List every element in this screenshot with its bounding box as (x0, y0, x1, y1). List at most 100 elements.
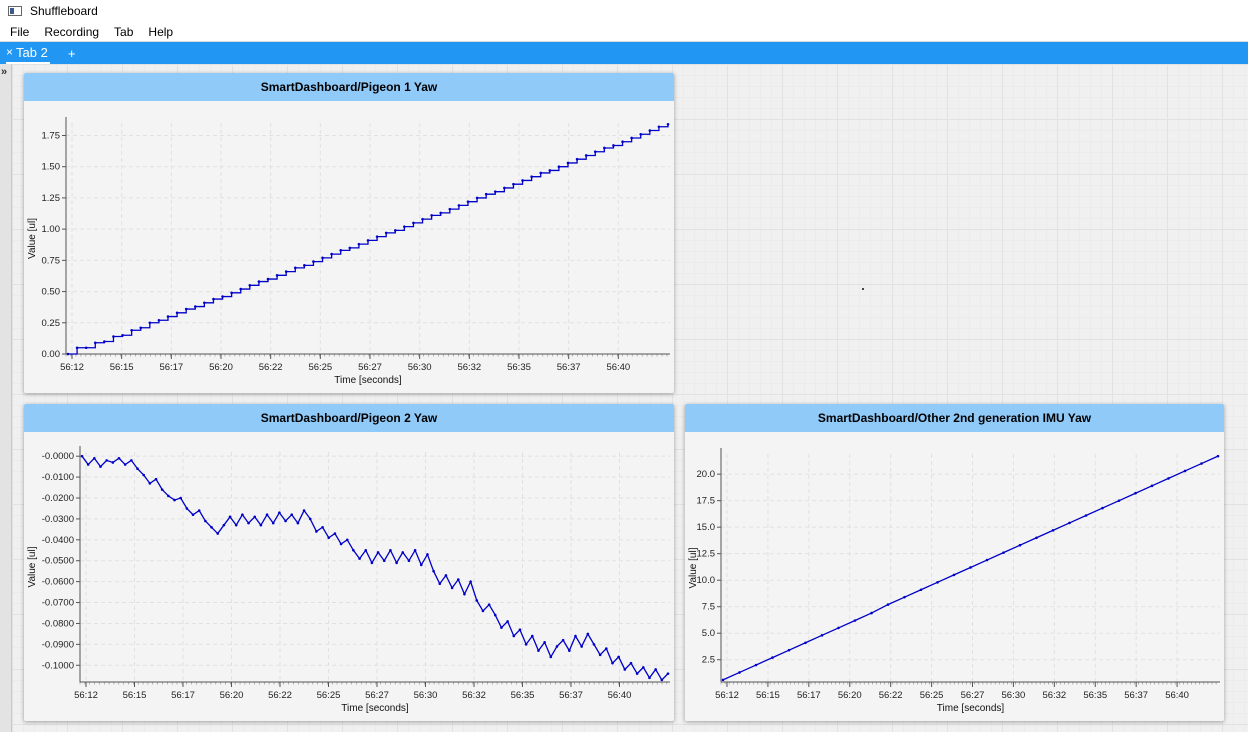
data-point (278, 511, 281, 514)
data-point (130, 328, 133, 332)
data-point (487, 603, 491, 606)
data-point (370, 561, 374, 565)
data-point (1101, 506, 1104, 510)
series-line (68, 124, 669, 355)
x-tick-label: 56:32 (462, 690, 486, 701)
data-point (1117, 499, 1121, 502)
x-tick-label: 56:32 (457, 362, 481, 373)
data-point (290, 513, 294, 517)
data-point (493, 613, 497, 617)
tab-bar: × Tab 2 + (0, 42, 1248, 64)
data-point (438, 582, 442, 586)
data-point (239, 287, 243, 291)
y-tick-label: 17.5 (697, 496, 716, 507)
widget-pigeon-1-yaw[interactable]: SmartDashboard/Pigeon 1 Yaw 0.00 0.25 0.50… (24, 73, 674, 393)
data-point (738, 671, 741, 674)
data-point (1134, 491, 1137, 495)
menu-file[interactable]: File (10, 24, 30, 39)
data-point (561, 638, 565, 642)
data-point (623, 668, 627, 671)
data-point (430, 214, 433, 217)
data-point (463, 592, 466, 596)
chart-imu-yaw: 2.5 5.0 7.5 10.0 12.5 15.0 17.5 20.0 56:12 56:15 5… (688, 448, 1220, 714)
y-tick-label: -0.1000 (42, 660, 74, 671)
data-point (612, 144, 615, 147)
data-point (592, 643, 596, 646)
data-point (853, 619, 857, 622)
data-point (584, 154, 588, 157)
data-point (103, 340, 106, 343)
data-point (603, 146, 606, 150)
x-tick-label: 56:30 (1002, 690, 1026, 701)
data-point (660, 678, 664, 682)
data-point (936, 581, 939, 584)
data-point (580, 645, 583, 648)
data-point (191, 513, 195, 517)
data-point (639, 132, 643, 136)
window-titlebar: Shuffleboard (0, 0, 1248, 22)
data-point (548, 169, 552, 172)
data-point (401, 551, 405, 554)
sidebar: » (0, 64, 12, 732)
data-point (80, 454, 84, 458)
y-tick-label: 7.5 (702, 602, 715, 613)
data-point (271, 521, 275, 525)
data-point (629, 661, 633, 665)
data-point (148, 321, 152, 325)
chart-pigeon-1-yaw: 0.00 0.25 0.50 0.75 1.00 1.25 1.50 1.75 56:12 56:… (27, 117, 670, 386)
menu-bar: File Recording Tab Help (0, 22, 1248, 42)
data-point (804, 641, 807, 645)
data-point (357, 242, 361, 246)
widget-pigeon-2-yaw[interactable]: SmartDashboard/Pigeon 2 Yaw -0.0000 -0.01… (24, 404, 674, 721)
data-point (481, 609, 485, 613)
expand-sidebar-icon[interactable]: » (1, 66, 8, 78)
tab-label[interactable]: Tab 2 (16, 44, 48, 60)
widget-title[interactable]: SmartDashboard/Pigeon 2 Yaw (24, 404, 674, 432)
data-point (654, 668, 657, 671)
data-point (506, 620, 509, 623)
y-tick-label: -0.0400 (42, 535, 74, 546)
x-tick-label: 56:12 (60, 362, 84, 373)
data-point (204, 519, 207, 523)
data-point (308, 517, 312, 521)
data-point (952, 573, 956, 577)
widget-title[interactable]: SmartDashboard/Pigeon 1 Yaw (24, 73, 674, 101)
menu-recording[interactable]: Recording (44, 24, 100, 39)
x-tick-label: 56:17 (797, 690, 821, 701)
data-point (247, 521, 250, 525)
data-point (139, 326, 143, 330)
data-point (1183, 469, 1187, 473)
data-point (293, 266, 297, 270)
menu-help[interactable]: Help (148, 24, 174, 39)
data-point (530, 634, 534, 638)
data-point (450, 586, 454, 590)
close-icon[interactable]: × (6, 45, 14, 59)
data-point (412, 221, 415, 225)
data-point (321, 256, 324, 260)
tab-2[interactable]: × Tab 2 (6, 42, 50, 64)
y-axis-label: Value [ul] (688, 547, 699, 588)
data-point (222, 523, 226, 527)
data-point (185, 507, 189, 510)
data-point (475, 599, 479, 602)
data-point (448, 207, 452, 211)
x-tick-label: 56:40 (608, 690, 632, 701)
add-tab-button[interactable]: + (67, 45, 76, 61)
data-point (358, 557, 361, 560)
data-point (327, 536, 331, 540)
data-point (500, 626, 503, 629)
x-tick-label: 56:37 (557, 362, 581, 373)
data-point (352, 548, 355, 552)
menu-tab[interactable]: Tab (114, 24, 134, 39)
widget-title[interactable]: SmartDashboard/Other 2nd generation IMU … (685, 404, 1224, 432)
data-point (157, 318, 161, 322)
data-point (657, 125, 661, 129)
data-point (395, 561, 398, 565)
x-tick-label: 56:27 (365, 690, 389, 701)
widget-imu-yaw[interactable]: SmartDashboard/Other 2nd generation IMU … (685, 404, 1224, 721)
window-title: Shuffleboard (30, 4, 98, 18)
x-tick-label: 56:27 (358, 362, 382, 373)
data-point (457, 204, 461, 207)
data-point (179, 496, 182, 500)
data-point (1200, 462, 1203, 465)
